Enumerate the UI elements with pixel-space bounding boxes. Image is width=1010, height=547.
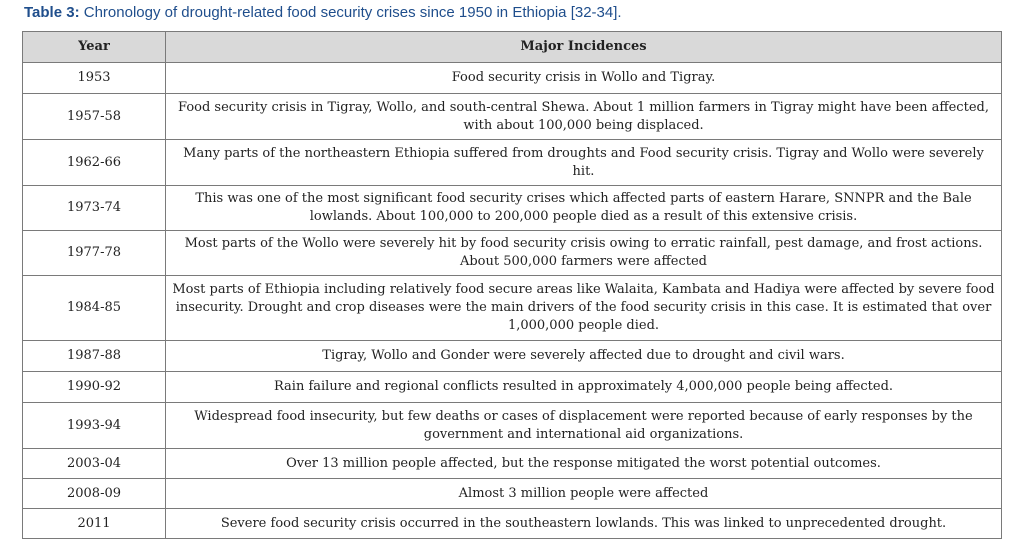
- table-row: 1977-78 Most parts of the Wollo were sev…: [22, 230, 1002, 276]
- incidence-cell: Over 13 million people affected, but the…: [165, 448, 1002, 479]
- incidence-cell: Food security crisis in Tigray, Wollo, a…: [165, 93, 1002, 140]
- incidence-cell: Severe food security crisis occurred in …: [165, 508, 1002, 539]
- table-row: 1973-74 This was one of the most signifi…: [22, 185, 1002, 231]
- column-header-major-incidences: Major Incidences: [165, 31, 1002, 63]
- incidence-cell: Most parts of Ethiopia including relativ…: [165, 275, 1002, 341]
- column-header-year: Year: [22, 31, 166, 63]
- year-cell: 1973-74: [22, 185, 166, 231]
- table-caption-label: Table 3:: [24, 4, 80, 21]
- year-cell: 1984-85: [22, 275, 166, 341]
- year-cell: 2008-09: [22, 478, 166, 509]
- table-row: 2008-09 Almost 3 million people were aff…: [22, 478, 1002, 509]
- year-cell: 1977-78: [22, 230, 166, 276]
- year-cell: 2003-04: [22, 448, 166, 479]
- incidence-cell: Widespread food insecurity, but few deat…: [165, 402, 1002, 449]
- year-cell: 1962-66: [22, 139, 166, 186]
- table-row: 1953 Food security crisis in Wollo and T…: [22, 62, 1002, 94]
- incidence-cell: This was one of the most significant foo…: [165, 185, 1002, 231]
- year-cell: 1993-94: [22, 402, 166, 449]
- year-cell: 1957-58: [22, 93, 166, 140]
- year-cell: 2011: [22, 508, 166, 539]
- drought-crises-table: Year Major Incidences 1953 Food security…: [22, 31, 1002, 539]
- table-header-row: Year Major Incidences: [22, 31, 1002, 63]
- table-row: 1984-85 Most parts of Ethiopia including…: [22, 275, 1002, 341]
- incidence-cell: Most parts of the Wollo were severely hi…: [165, 230, 1002, 276]
- table-row: 1993-94 Widespread food insecurity, but …: [22, 402, 1002, 449]
- table-row: 1962-66 Many parts of the northeastern E…: [22, 139, 1002, 186]
- year-cell: 1990-92: [22, 371, 166, 403]
- incidence-cell: Many parts of the northeastern Ethiopia …: [165, 139, 1002, 186]
- incidence-cell: Food security crisis in Wollo and Tigray…: [165, 62, 1002, 94]
- year-cell: 1987-88: [22, 340, 166, 372]
- table-row: 2003-04 Over 13 million people affected,…: [22, 448, 1002, 479]
- table-row: 1957-58 Food security crisis in Tigray, …: [22, 93, 1002, 140]
- table-caption-text: Chronology of drought-related food secur…: [79, 4, 622, 21]
- table-caption: Table 3: Chronology of drought-related f…: [24, 4, 622, 21]
- table-row: 1990-92 Rain failure and regional confli…: [22, 371, 1002, 403]
- incidence-cell: Tigray, Wollo and Gonder were severely a…: [165, 340, 1002, 372]
- incidence-cell: Rain failure and regional conflicts resu…: [165, 371, 1002, 403]
- table-row: 2011 Severe food security crisis occurre…: [22, 508, 1002, 539]
- incidence-cell: Almost 3 million people were affected: [165, 478, 1002, 509]
- year-cell: 1953: [22, 62, 166, 94]
- table-row: 1987-88 Tigray, Wollo and Gonder were se…: [22, 340, 1002, 372]
